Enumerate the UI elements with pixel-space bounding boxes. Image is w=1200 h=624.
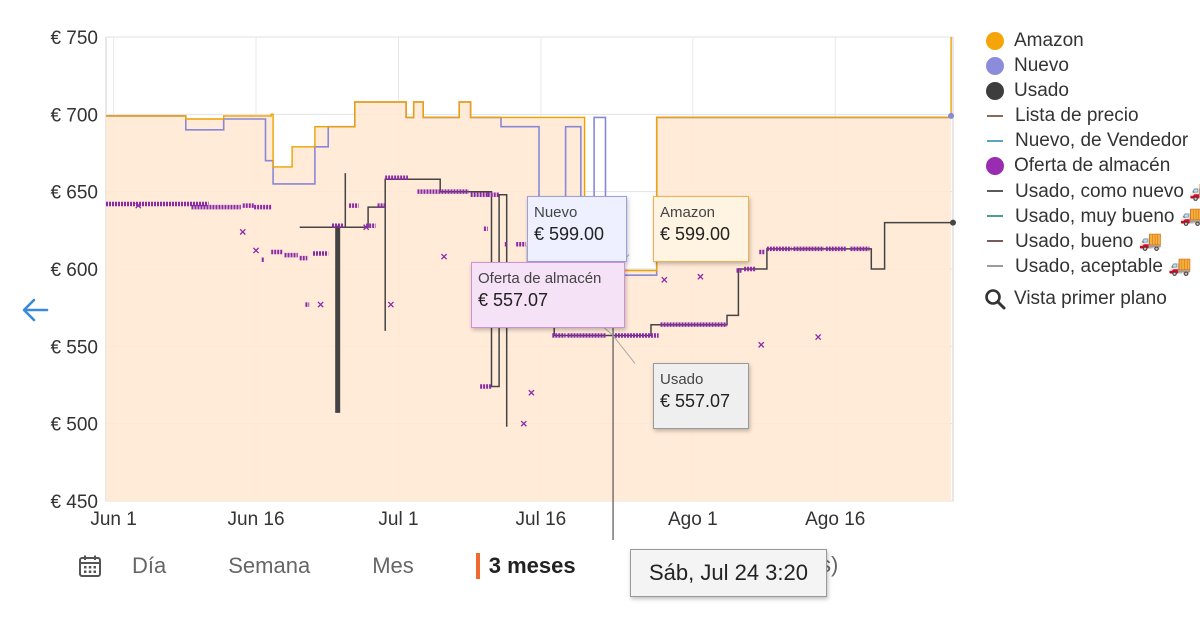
legend-label: Usado, aceptable 🚚: [1015, 255, 1192, 277]
range-3months-button[interactable]: 3 meses: [475, 553, 576, 579]
legend-item[interactable]: Usado, muy bueno 🚚: [982, 203, 1200, 228]
usado-line: [299, 173, 953, 427]
tooltip-connector-usado: [612, 335, 636, 364]
legend-dot-icon: [986, 81, 1004, 100]
tooltip-usado-label: Usado: [660, 371, 704, 388]
oferta-marker: [440, 253, 448, 260]
legend-item[interactable]: Lista de precio: [982, 103, 1200, 128]
legend-dot-icon: [986, 31, 1004, 50]
legend-label: Amazon: [1014, 29, 1084, 51]
tooltip-usado: Usado € 557.07: [653, 363, 749, 429]
usado-thick-bar: [335, 225, 341, 413]
x-tick-label: Jul 1: [378, 509, 418, 530]
oferta-marker: [252, 247, 260, 254]
arrow-left-icon[interactable]: [20, 297, 50, 323]
legend-label: Usado, muy bueno 🚚: [1015, 205, 1200, 227]
calendar-icon[interactable]: [78, 554, 102, 578]
legend-dot-icon: [986, 156, 1004, 175]
tooltip-nuevo: Nuevo € 599.00: [527, 196, 627, 262]
x-tick-label: Jun 16: [228, 509, 285, 530]
y-tick-label: € 700: [50, 105, 98, 126]
amazon-line: [106, 37, 952, 272]
cursor-date-tooltip: Sáb, Jul 24 3:20: [630, 549, 827, 597]
legend-label: Usado: [1014, 79, 1069, 101]
oferta-marker: [697, 273, 704, 280]
y-tick-label: € 550: [50, 337, 98, 358]
legend-label: Nuevo, de Vendedor: [1015, 129, 1189, 151]
legend-line-icon: [987, 139, 1003, 142]
legend-item[interactable]: Usado, bueno 🚚: [982, 228, 1200, 253]
x-tick-label: Jul 16: [516, 509, 567, 530]
zoom-toggle[interactable]: Vista primer plano: [982, 286, 1200, 312]
tooltip-amazon-label: Amazon: [660, 204, 716, 221]
legend-label: Oferta de almacén: [1014, 154, 1171, 176]
oferta-marker: [758, 341, 765, 348]
oferta-marker: [239, 228, 246, 235]
legend-label: Lista de precio: [1015, 104, 1139, 126]
legend-label: Nuevo: [1014, 54, 1069, 76]
tooltip-oferta-value: € 557.07: [478, 290, 549, 310]
y-tick-label: € 750: [50, 28, 98, 49]
range-month-button[interactable]: Mes: [372, 553, 414, 578]
oferta-marker: [528, 389, 535, 396]
oferta-marker: [363, 224, 370, 231]
search-icon: [985, 289, 1006, 310]
legend-line-icon: [987, 264, 1003, 267]
oferta-marker: [135, 202, 142, 209]
oferta-marker: [815, 333, 822, 341]
x-tick-label: Ago 16: [805, 509, 865, 530]
y-tick-label: € 500: [50, 415, 98, 436]
tooltip-amazon-value: € 599.00: [660, 224, 731, 244]
legend-label: Usado, bueno 🚚: [1015, 230, 1163, 252]
oferta-marker: [317, 301, 324, 308]
legend-line-icon: [987, 214, 1003, 217]
y-tick-label: € 650: [50, 183, 98, 204]
legend-item[interactable]: Amazon: [982, 28, 1200, 53]
legend-item[interactable]: Usado, como nuevo 🚚: [982, 178, 1200, 203]
chart-series: [106, 37, 956, 427]
oferta-marker: [520, 420, 527, 427]
legend-dot-icon: [986, 56, 1004, 75]
oferta-marker: [661, 276, 668, 283]
y-tick-label: € 450: [50, 492, 98, 513]
nuevo-end-point: [948, 112, 955, 119]
tooltip-usado-value: € 557.07: [660, 391, 731, 411]
y-tick-label: € 600: [50, 260, 98, 281]
legend-item[interactable]: Oferta de almacén: [982, 153, 1200, 178]
tooltip-oferta-label: Oferta de almacén: [478, 270, 602, 287]
zoom-label: Vista primer plano: [1014, 288, 1167, 309]
legend-item[interactable]: Nuevo: [982, 53, 1200, 78]
legend-line-icon: [987, 189, 1003, 192]
oferta-marker: [387, 301, 394, 308]
tooltip-nuevo-label: Nuevo: [534, 204, 578, 221]
x-tick-label: Jun 1: [90, 509, 136, 530]
chart-legend: Amazon Nuevo Usado Lista de precio Nuevo, de…: [982, 28, 1200, 312]
legend-item[interactable]: Usado: [982, 78, 1200, 103]
legend-line-icon: [987, 239, 1003, 242]
usado-end-point: [950, 219, 956, 226]
tooltip-amazon: Amazon € 599.00: [653, 196, 749, 262]
range-selector: Día Semana Mes 3 meses: [78, 548, 604, 584]
range-week-button[interactable]: Semana: [228, 553, 311, 578]
range-day-button[interactable]: Día: [132, 553, 167, 578]
legend-line-icon: [987, 114, 1003, 117]
x-tick-label: Ago 1: [668, 509, 718, 530]
tooltip-nuevo-value: € 599.00: [534, 224, 605, 244]
legend-label: Usado, como nuevo 🚚: [1015, 180, 1200, 202]
legend-item[interactable]: Nuevo, de Vendedor: [982, 128, 1200, 153]
tooltip-oferta: Oferta de almacén € 557.07: [471, 262, 625, 328]
legend-item[interactable]: Usado, aceptable 🚚: [982, 253, 1200, 278]
